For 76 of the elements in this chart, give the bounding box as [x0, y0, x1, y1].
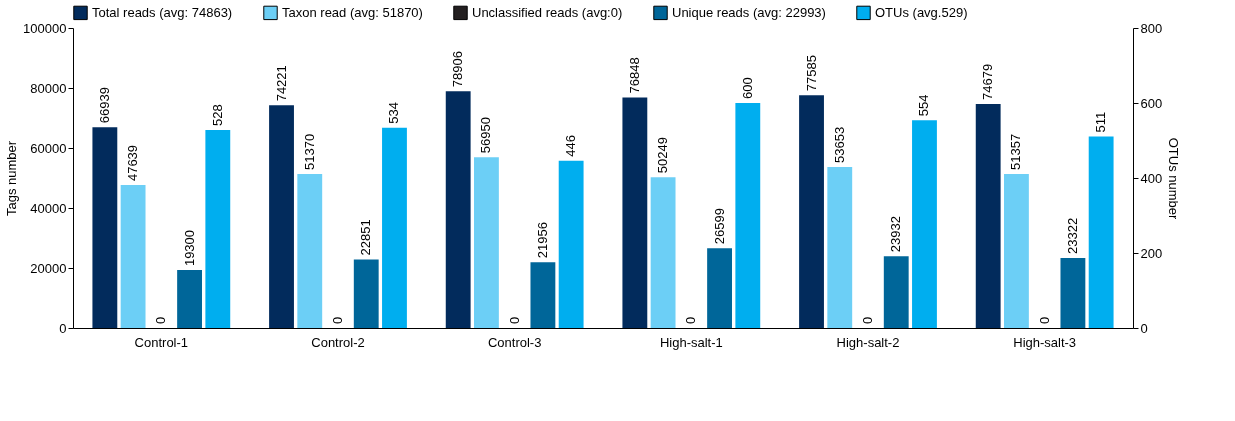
bar: [975, 103, 1001, 328]
x-tick-label: High-salt-1: [659, 334, 723, 350]
data-label: 47639: [125, 144, 141, 182]
bar: [474, 157, 499, 328]
y2-tick-label: 600: [1140, 95, 1163, 111]
data-label: 77585: [803, 55, 819, 92]
y-tick-label: 40000: [30, 200, 67, 216]
y-tick-label: 20000: [30, 260, 67, 276]
data-label: 534: [386, 102, 402, 124]
legend-label: Taxon read (avg: 51870): [282, 4, 423, 20]
bar: [827, 167, 853, 328]
data-label: 74679: [980, 63, 996, 100]
bar: [120, 185, 146, 328]
data-label: 23932: [888, 216, 904, 253]
data-label: 21956: [534, 221, 550, 259]
data-label: 51357: [1008, 133, 1024, 170]
bar: [297, 173, 323, 328]
data-label: 78906: [450, 51, 466, 88]
y2-tick-label: 800: [1140, 20, 1163, 36]
legend-label: Unclassified reads (avg:0): [472, 4, 623, 20]
bar: [558, 160, 584, 328]
data-label: 53653: [831, 126, 847, 164]
bar: [735, 103, 761, 328]
data-label: 56950: [478, 116, 494, 154]
y-tick-label: 80000: [30, 80, 67, 96]
x-tick-label: High-salt-2: [836, 334, 900, 350]
x-tick-label: Control-2: [311, 334, 365, 350]
data-label: 22851: [358, 219, 374, 256]
bar: [353, 259, 379, 328]
y-tick-label: 60000: [30, 140, 67, 156]
y-tick-label: 100000: [23, 20, 67, 36]
bar: [883, 256, 909, 328]
data-label: 0: [683, 316, 699, 324]
data-label: 446: [563, 135, 579, 157]
legend-label: OTUs (avg.529): [875, 4, 968, 20]
bar: [382, 127, 407, 328]
bar: [1004, 173, 1029, 328]
bar: [92, 127, 118, 328]
data-label: 19300: [181, 229, 197, 267]
data-label: 26599: [711, 208, 727, 245]
data-label: 0: [330, 316, 345, 324]
y2-tick-label: 200: [1140, 245, 1163, 261]
data-label: 76848: [626, 57, 642, 94]
legend-label: Total reads (avg: 74863): [92, 4, 233, 20]
data-label: 50249: [655, 137, 671, 174]
y2-axis-title: OTUs number: [1166, 137, 1182, 220]
data-label: 0: [860, 316, 875, 324]
data-label: 0: [1036, 316, 1052, 324]
bar: [205, 130, 231, 328]
data-label: 51370: [301, 133, 317, 170]
y2-tick-label: 0: [1140, 320, 1148, 336]
legend-label: Unique reads (avg: 22993): [672, 4, 826, 20]
x-tick-label: Control-3: [487, 334, 542, 350]
x-tick-label: High-salt-3: [1013, 334, 1077, 350]
y-axis-title: Tags number: [4, 140, 20, 217]
data-label: 511: [1093, 111, 1109, 133]
bar: [177, 270, 202, 328]
bar: [707, 248, 732, 328]
data-label: 554: [916, 94, 932, 117]
y-tick-label: 0: [59, 320, 67, 336]
bar: [799, 95, 824, 328]
bar: [912, 120, 937, 328]
bar: [650, 177, 676, 328]
data-label: 74221: [273, 65, 289, 102]
data-label: 528: [209, 104, 225, 126]
data-label: 0: [506, 316, 522, 324]
bar: [269, 105, 294, 328]
data-label: 600: [739, 77, 755, 99]
x-tick-label: Control-1: [134, 334, 189, 350]
data-label: 23322: [1064, 217, 1080, 255]
bar: [622, 97, 648, 328]
data-label: 66939: [96, 87, 112, 124]
bar: [1088, 136, 1114, 328]
bar: [445, 91, 471, 328]
y2-tick-label: 400: [1140, 170, 1163, 186]
data-label: 0: [153, 316, 169, 324]
